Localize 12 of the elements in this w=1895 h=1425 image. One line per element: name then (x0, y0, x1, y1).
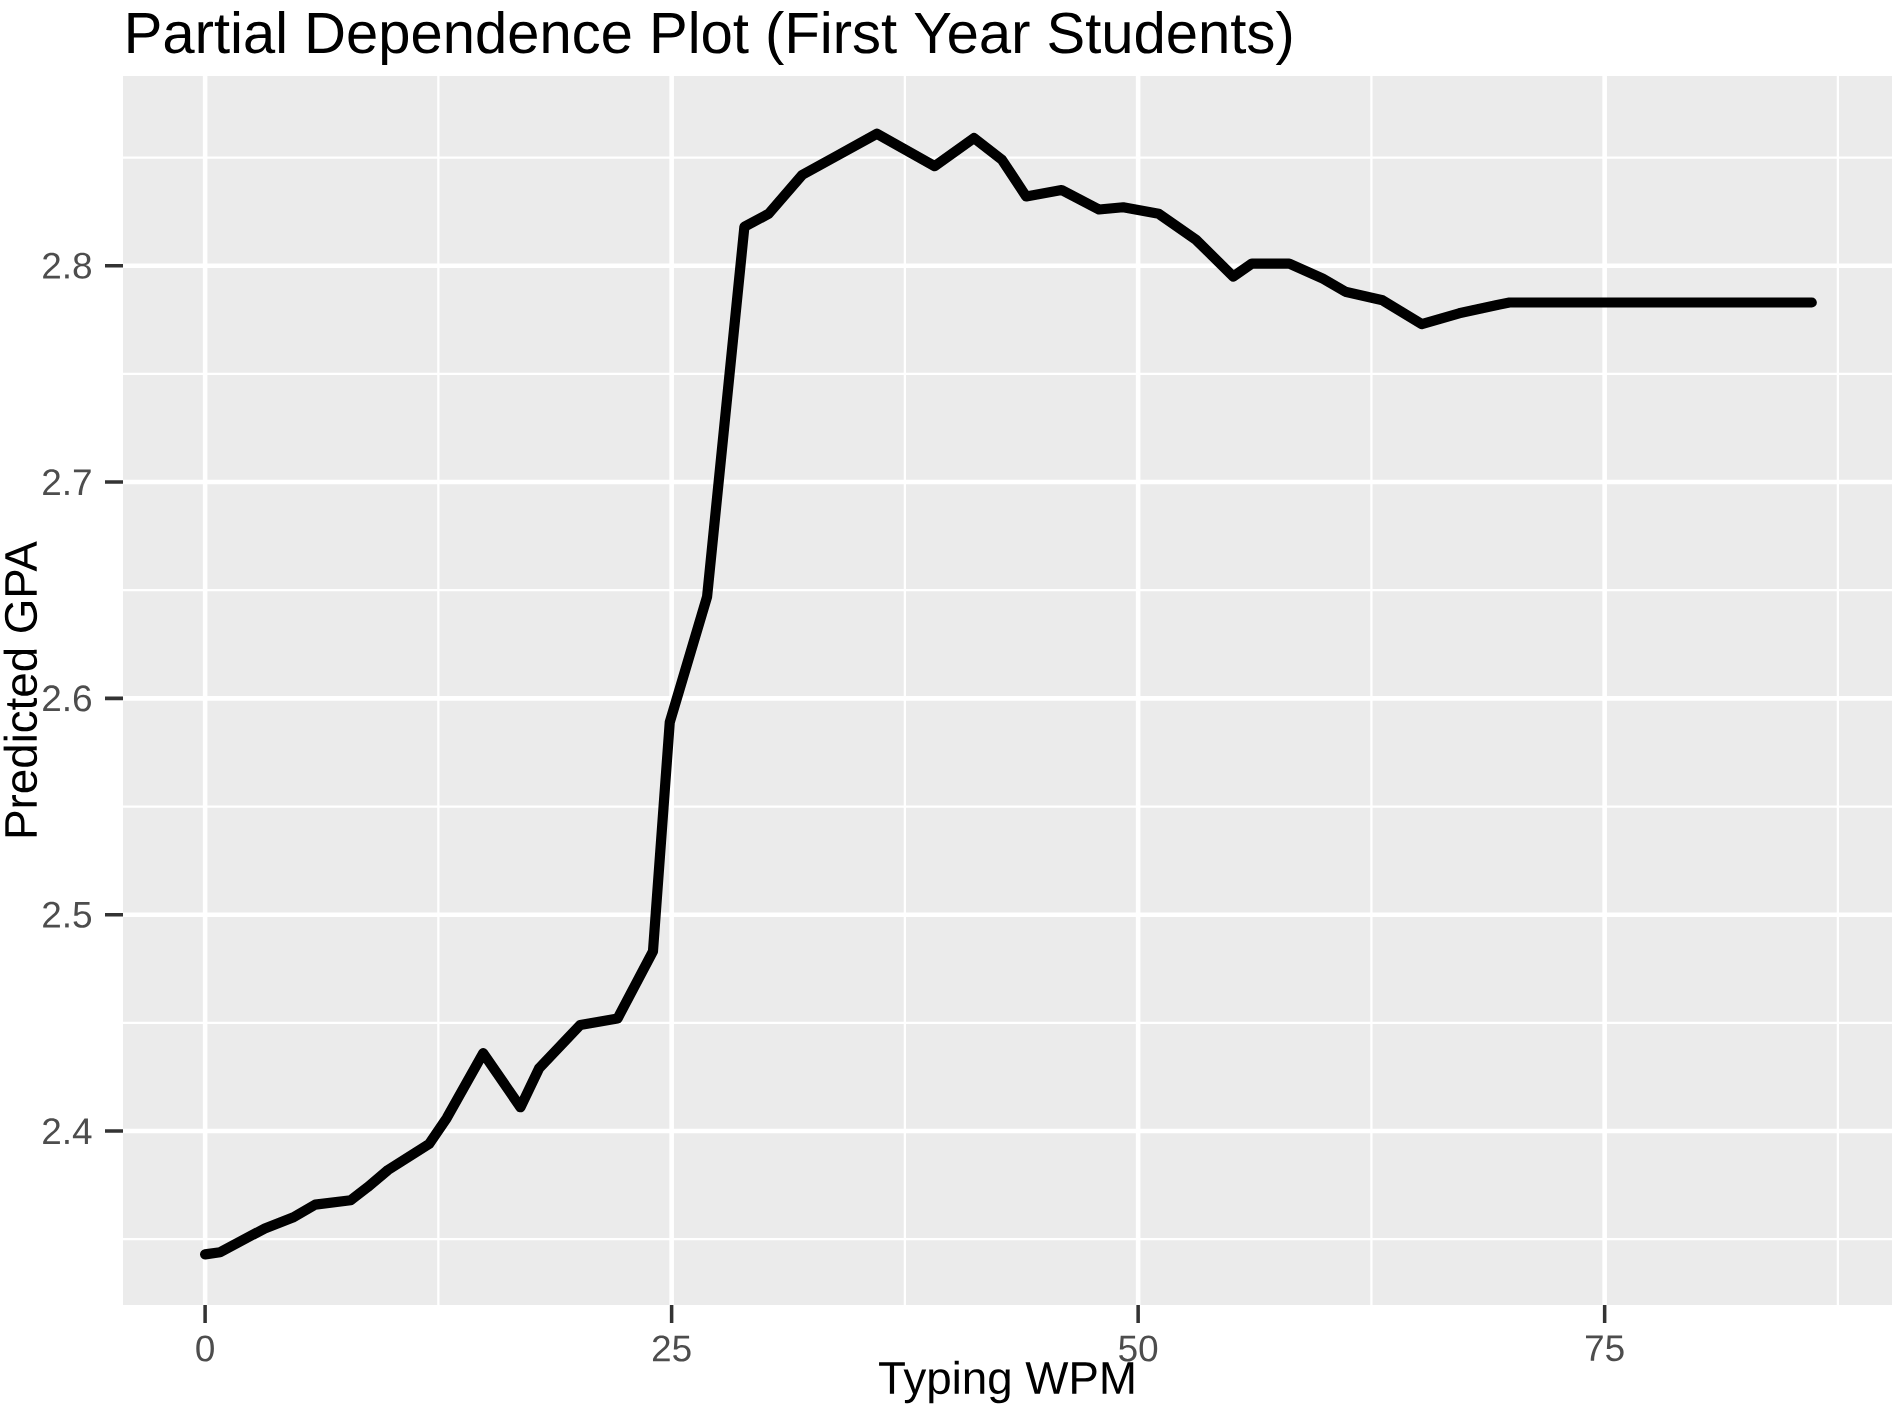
x-tick-label: 0 (196, 1335, 214, 1362)
y-tick-label: 2.4 (43, 1118, 92, 1144)
x-tick-label: 25 (652, 1335, 691, 1362)
y-tick-label: 2.8 (43, 252, 91, 279)
y-axis-title: Predicted GPA (3, 541, 38, 837)
x-axis-title: Typing WPM (879, 1360, 1134, 1404)
y-tick-label: 2.7 (43, 469, 91, 495)
y-tick-label: 2.5 (43, 901, 92, 928)
x-tick-label: 75 (1586, 1335, 1624, 1362)
x-tick-label: 50 (1119, 1335, 1158, 1362)
y-tick-label: 2.6 (43, 685, 91, 712)
chart-title: Partial Dependence Plot (First Year Students) (128, 10, 1292, 66)
